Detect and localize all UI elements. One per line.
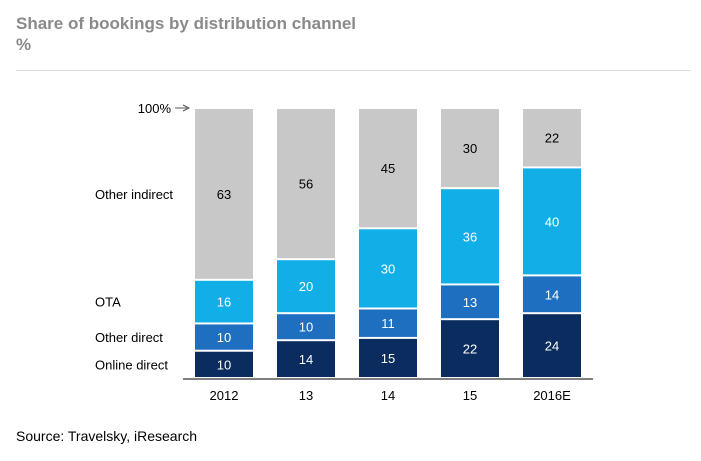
value-label-other-indirect-15: 30	[463, 141, 477, 156]
bar-other-direct-13	[277, 314, 335, 340]
title-divider	[16, 70, 690, 71]
chart-unit: %	[16, 35, 32, 54]
x-tick-label-15: 15	[463, 388, 477, 403]
value-label-other-indirect-14: 45	[381, 161, 395, 176]
bar-other-direct-2012	[195, 324, 253, 350]
bar-other-indirect-2016e	[523, 109, 581, 167]
bar-online-direct-15	[441, 320, 499, 377]
bar-ota-2012	[195, 280, 253, 323]
bars-group	[195, 109, 581, 377]
bar-ota-14	[359, 229, 417, 308]
bar-other-direct-2016e	[523, 276, 581, 313]
value-label-online-direct-2016e: 24	[545, 339, 559, 354]
bar-online-direct-2016e	[523, 314, 581, 377]
value-label-online-direct-14: 15	[381, 351, 395, 366]
value-label-other-direct-2016e: 14	[545, 287, 559, 302]
value-label-ota-14: 30	[381, 261, 395, 276]
bar-ota-15	[441, 189, 499, 284]
value-label-other-indirect-2016e: 22	[545, 131, 559, 146]
bar-other-indirect-2012	[195, 109, 253, 279]
chart-title: Share of bookings by distribution channe…	[16, 14, 357, 33]
value-label-ota-2012: 16	[217, 295, 231, 310]
bar-other-indirect-13	[277, 109, 335, 259]
value-label-other-direct-13: 10	[299, 320, 313, 335]
series-label-other-direct: Other direct	[95, 330, 163, 345]
bar-online-direct-2012	[195, 351, 253, 377]
value-label-ota-15: 36	[463, 229, 477, 244]
value-label-other-direct-14: 11	[381, 316, 395, 331]
bar-other-direct-14	[359, 309, 417, 337]
bar-other-indirect-15	[441, 109, 499, 188]
bar-other-direct-15	[441, 285, 499, 319]
top-marker-arrow-head	[182, 104, 191, 112]
series-label-other-indirect: Other indirect	[95, 187, 173, 202]
value-label-online-direct-15: 22	[463, 342, 477, 357]
x-tick-label-14: 14	[381, 388, 395, 403]
labels-group: 10 Online direct 10 Other direct 16 OTA 63 Othe…	[95, 131, 571, 403]
top-marker-label: 100%	[138, 101, 172, 116]
value-label-online-direct-2012: 10	[217, 357, 231, 372]
bar-ota-13	[277, 260, 335, 313]
value-label-ota-2016e: 40	[545, 214, 559, 229]
bar-online-direct-14	[359, 338, 417, 377]
x-tick-label-13: 13	[299, 388, 313, 403]
series-label-ota: OTA	[95, 295, 121, 310]
value-label-other-indirect-2012: 63	[217, 187, 231, 202]
value-label-other-direct-2012: 10	[217, 330, 231, 345]
top-marker: 100%	[138, 101, 191, 116]
bar-online-direct-13	[277, 341, 335, 377]
value-label-ota-13: 20	[299, 279, 313, 294]
bar-other-indirect-14	[359, 109, 417, 228]
value-label-online-direct-13: 14	[299, 352, 313, 367]
bar-ota-2016e	[523, 168, 581, 275]
series-label-online-direct: Online direct	[95, 357, 168, 372]
source-note: Source: Travelsky, iResearch	[16, 428, 198, 444]
value-label-other-direct-15: 13	[463, 295, 477, 310]
x-tick-label-2016e: 2016E	[533, 388, 571, 403]
value-label-other-indirect-13: 56	[299, 177, 313, 192]
x-tick-label-2012: 2012	[210, 388, 239, 403]
